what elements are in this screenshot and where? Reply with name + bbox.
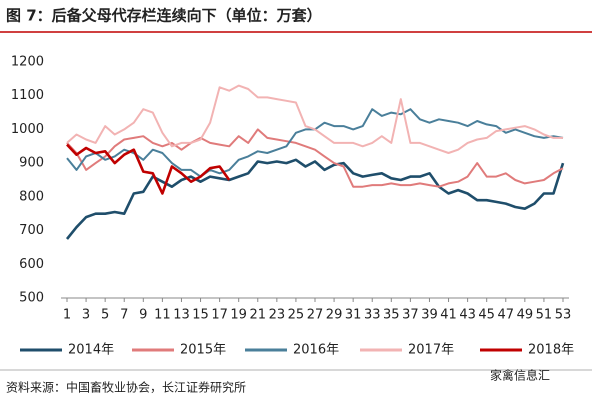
x-tick-label: 15: [192, 308, 209, 323]
x-tick-label: 33: [364, 308, 381, 323]
series-line: [65, 158, 565, 240]
y-tick-label: 800: [19, 189, 44, 204]
series-line: [66, 84, 563, 154]
x-tick-label: 19: [230, 308, 247, 323]
y-tick-label: 600: [19, 257, 44, 272]
x-tick-label: 3: [82, 308, 90, 323]
x-tick-label: 35: [383, 308, 400, 323]
x-tick-label: 37: [402, 308, 419, 323]
x-tick-label: 5: [101, 308, 109, 323]
x-tick-label: 29: [326, 308, 343, 323]
x-tick-label: 47: [497, 308, 514, 323]
series-line: [66, 128, 564, 188]
x-tick-label: 21: [249, 308, 266, 323]
x-tick-label: 25: [288, 308, 305, 323]
y-tick-label: 1100: [11, 88, 44, 103]
y-tick-label: 500: [19, 291, 44, 306]
x-tick-label: 7: [120, 308, 128, 323]
y-tick-label: 1000: [11, 122, 44, 137]
series-line: [66, 143, 231, 195]
y-tick-label: 900: [19, 156, 44, 171]
watermark: 家禽信息汇: [490, 368, 550, 383]
x-tick-label: 41: [440, 308, 457, 323]
chart-title: 图 7：后备父母代存栏连续向下（单位：万套）: [6, 7, 322, 25]
x-tick-label: 43: [459, 308, 476, 323]
legend-label: 2017年: [408, 343, 454, 358]
x-tick-label: 31: [345, 308, 362, 323]
x-tick-label: 13: [173, 308, 190, 323]
x-tick-label: 51: [536, 308, 553, 323]
x-tick-label: 45: [478, 308, 495, 323]
legend-label: 2016年: [293, 343, 339, 358]
x-tick-label: 17: [211, 308, 228, 323]
x-tick-label: 49: [517, 308, 534, 323]
x-tick-label: 9: [139, 308, 147, 323]
x-tick-label: 23: [269, 308, 286, 323]
x-tick-label: 11: [154, 308, 171, 323]
source: 资料来源：中国畜牧业协会，长江证券研究所: [6, 380, 246, 395]
legend-label: 2014年: [68, 343, 114, 358]
legend-label: 2018年: [528, 343, 574, 358]
y-tick-label: 700: [19, 223, 44, 238]
x-tick-label: 53: [555, 308, 572, 323]
y-tick-label: 1200: [11, 55, 44, 70]
x-tick-label: 27: [307, 308, 324, 323]
x-tick-label: 39: [421, 308, 438, 323]
legend-label: 2015年: [180, 343, 226, 358]
x-tick-label: 1: [63, 308, 71, 323]
